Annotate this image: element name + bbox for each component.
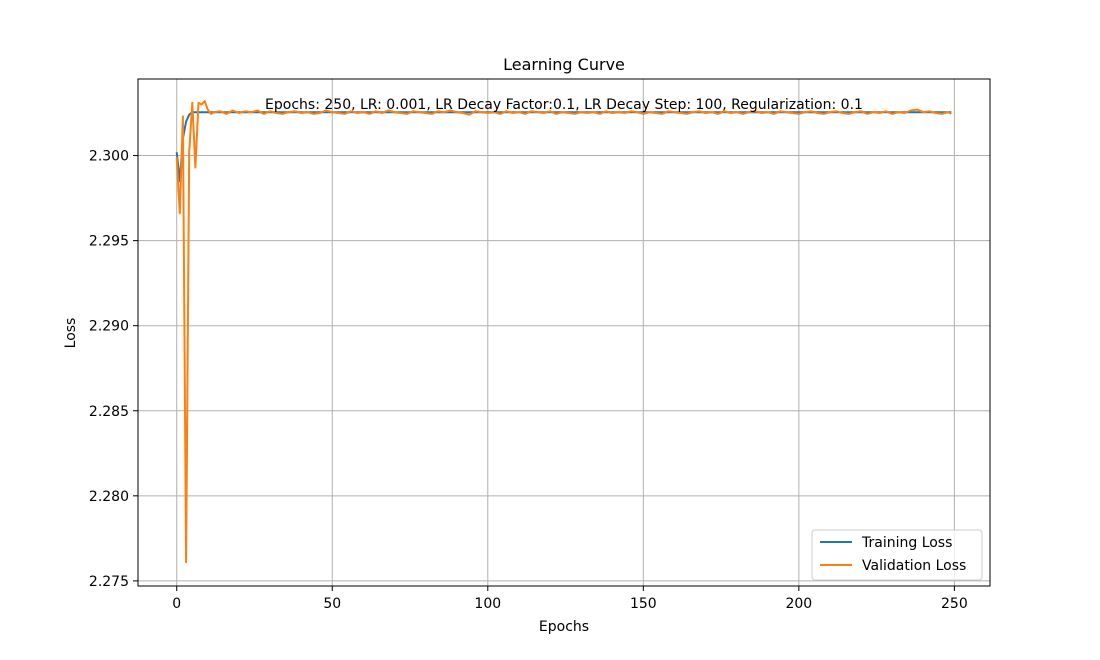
y-tick-label: 2.300 [89,149,129,165]
chart-title: Learning Curve [503,55,625,74]
series-line-validation-loss [175,100,952,564]
x-tick-label: 200 [785,596,812,612]
y-tick-label: 2.285 [89,404,129,420]
y-tick-label: 2.280 [89,489,129,505]
y-axis-label: Loss [63,318,79,349]
x-tick-label: 250 [941,596,968,612]
plot-frame [137,78,991,587]
legend-label-training-loss: Training Loss [861,535,952,551]
chart-annotation: Epochs: 250, LR: 0.001, LR Decay Factor:… [265,97,863,113]
y-tick-label: 2.290 [89,319,129,335]
grid [138,79,990,586]
x-axis-label: Epochs [539,619,589,635]
y-tick-label: 2.275 [89,574,129,590]
legend-box [811,529,983,581]
x-tick-label: 50 [323,596,341,612]
y-tick-label: 2.295 [89,234,129,250]
legend: Training Loss Validation Loss [811,529,983,581]
series-layer [175,100,952,564]
x-tick-label: 100 [474,596,501,612]
legend-label-validation-loss: Validation Loss [862,558,966,574]
x-tick-label: 0 [172,596,181,612]
ticks: 0 50 100 150 200 250 2.275 2.280 2.285 2.290 2.295… [89,149,968,612]
x-tick-label: 150 [630,596,657,612]
